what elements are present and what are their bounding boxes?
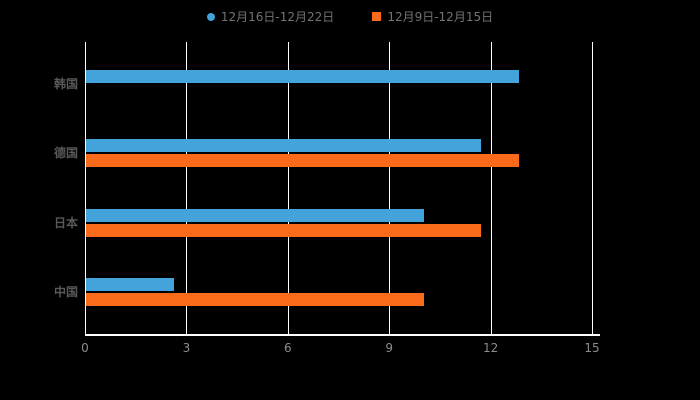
x-tick-label: 12: [482, 341, 499, 355]
legend-label: 12月9日-12月15日: [387, 10, 494, 24]
gridline: [287, 42, 289, 335]
gridline: [592, 42, 593, 335]
y-category-label-japan: 日本: [53, 215, 78, 230]
y-category-label-korea: 韩国: [53, 77, 78, 91]
gridline: [389, 42, 391, 335]
legend-item-week1[interactable]: 12月9日-12月15日: [372, 8, 493, 25]
x-tick-label: 9: [385, 341, 393, 355]
x-tick-label: 0: [81, 341, 89, 355]
gridline: [490, 42, 492, 335]
bar-series2-china: [86, 293, 424, 307]
x-tick-label: 3: [182, 341, 191, 355]
legend-label: 12月16日-12月22日: [220, 10, 335, 24]
y-category-label-china: 中国: [53, 285, 78, 300]
bar-series1-china: [86, 278, 174, 292]
bar-series1-japan: [86, 208, 424, 222]
chart-legend: 12月16日-12月22日 12月9日-12月15日: [0, 8, 700, 25]
bar-series2-japan: [86, 223, 482, 237]
gridline: [85, 42, 86, 335]
bar-series1-korea: [86, 70, 519, 83]
bar-series2-germany: [86, 154, 519, 168]
bar-series1-germany: [86, 139, 482, 153]
x-tick-label: 15: [584, 341, 600, 355]
x-tick-label: 6: [283, 341, 292, 355]
x-axis-line: [85, 334, 600, 336]
gridline: [186, 42, 188, 335]
legend-square-marker-icon: [372, 12, 382, 21]
y-category-label-germany: 德国: [53, 146, 78, 161]
legend-circle-marker-icon: [206, 12, 215, 21]
legend-item-week2[interactable]: 12月16日-12月22日: [206, 8, 335, 25]
